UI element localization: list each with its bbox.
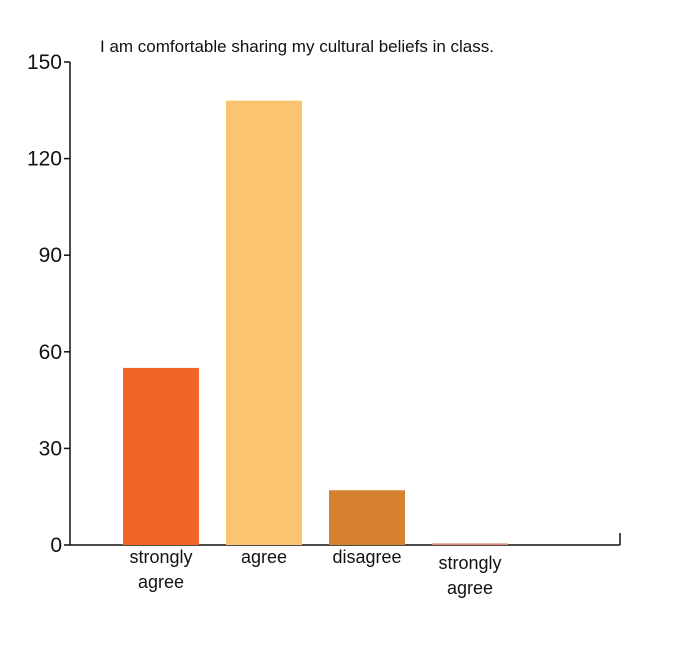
y-axis: 0 30 60 90 120 150 bbox=[27, 51, 71, 557]
category-labels: strongly agree agree disagree strongly agree bbox=[129, 547, 501, 598]
bar bbox=[432, 543, 508, 545]
y-tick-label: 90 bbox=[39, 244, 62, 267]
chart-title: I am comfortable sharing my cultural bel… bbox=[100, 37, 494, 56]
bar bbox=[329, 490, 405, 545]
y-tick-label: 150 bbox=[27, 51, 62, 74]
x-tick-label: agree bbox=[447, 578, 493, 598]
bars bbox=[123, 100, 508, 545]
bar bbox=[123, 367, 199, 545]
y-tick-label: 30 bbox=[39, 437, 62, 460]
x-tick-label: strongly bbox=[438, 553, 501, 573]
y-tick-label: 0 bbox=[50, 534, 62, 557]
x-tick-label: disagree bbox=[332, 547, 401, 567]
bar bbox=[226, 100, 302, 545]
y-tick-label: 60 bbox=[39, 341, 62, 364]
x-tick-label: agree bbox=[241, 547, 287, 567]
x-tick-label: agree bbox=[138, 572, 184, 592]
y-tick-label: 120 bbox=[27, 148, 62, 171]
x-tick-label: strongly bbox=[129, 547, 192, 567]
